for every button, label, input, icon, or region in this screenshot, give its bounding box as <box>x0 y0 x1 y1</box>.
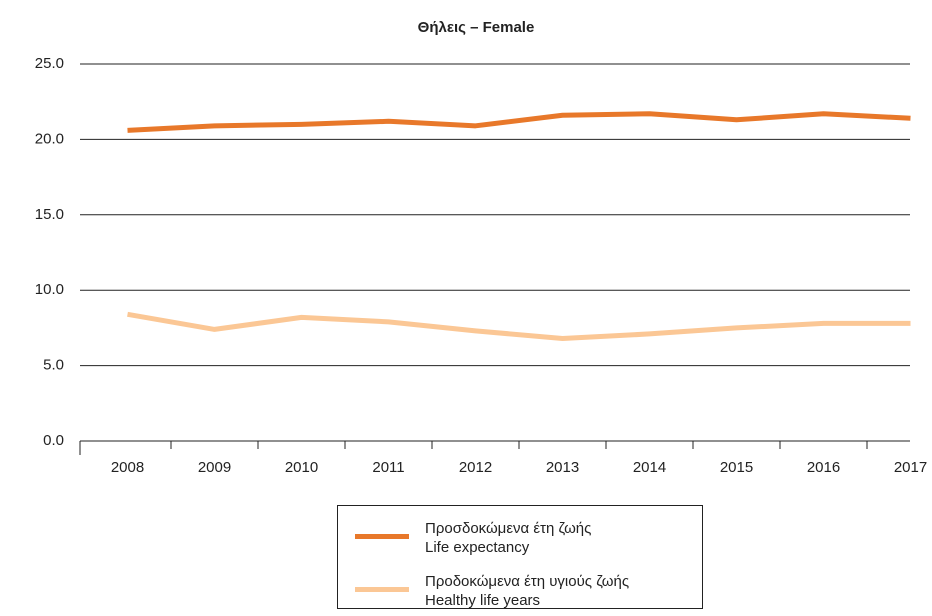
y-tick-label: 0.0 <box>43 432 64 449</box>
x-tick-label: 2010 <box>285 459 318 476</box>
legend-label: Προσδοκώμενα έτη ζωής Life expectancy <box>425 520 592 556</box>
x-tick-label: 2013 <box>546 459 579 476</box>
series-line <box>127 311 911 341</box>
x-tick-label: 2014 <box>633 459 666 476</box>
x-tick-label: 2017 <box>894 459 927 476</box>
y-tick-label: 15.0 <box>35 206 64 223</box>
x-tick-label: 2011 <box>372 459 404 476</box>
x-tick-label: 2009 <box>198 459 231 476</box>
y-tick-label: 25.0 <box>35 55 64 72</box>
legend: Προσδοκώμενα έτη ζωής Life expectancy Προ… <box>337 505 703 609</box>
x-tick-label: 2015 <box>720 459 753 476</box>
x-tick-label: 2016 <box>807 459 840 476</box>
x-tick-label: 2012 <box>459 459 492 476</box>
y-tick-label: 10.0 <box>35 281 64 298</box>
x-tick-label: 2008 <box>111 459 144 476</box>
series-line <box>127 111 911 133</box>
legend-label: Προδοκώμενα έτη υγιούς ζωής Healthy life… <box>425 573 630 609</box>
legend-item: Προσδοκώμενα έτη ζωής Life expectancy <box>338 514 702 564</box>
legend-swatch <box>355 587 409 592</box>
y-tick-label: 20.0 <box>35 130 64 147</box>
legend-swatch <box>355 534 409 539</box>
chart-title: Θήλεις – Female <box>418 19 535 36</box>
legend-item: Προδοκώμενα έτη υγιούς ζωής Healthy life… <box>338 567 702 616</box>
y-tick-label: 5.0 <box>43 357 64 374</box>
